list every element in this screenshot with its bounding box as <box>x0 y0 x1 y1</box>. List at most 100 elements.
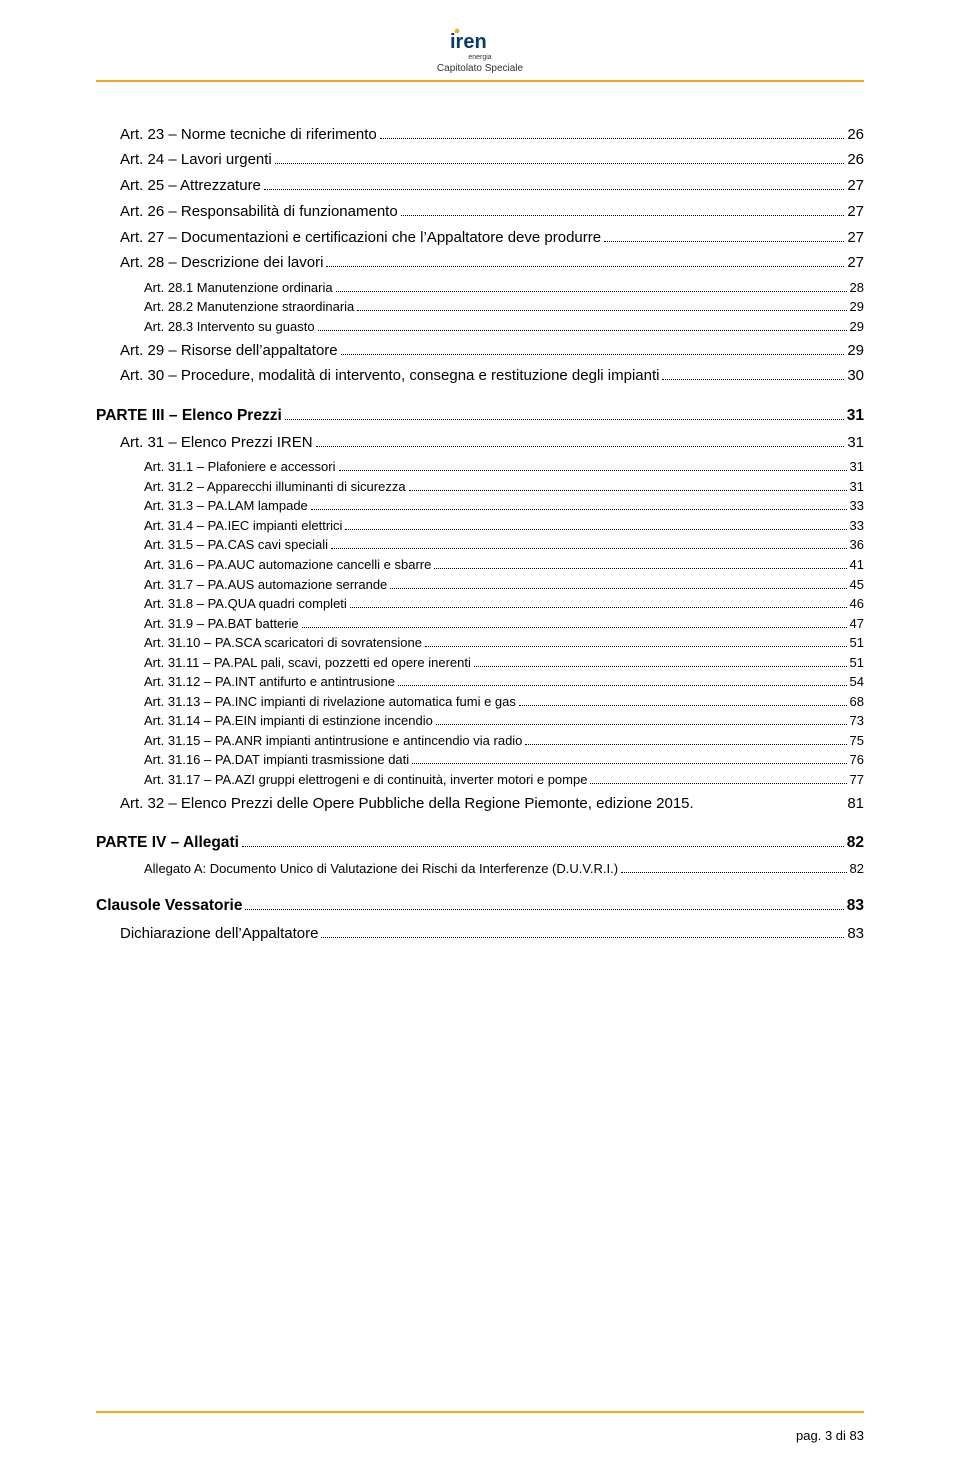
toc-leader-dots <box>318 318 847 331</box>
toc-leader-dots <box>350 595 847 608</box>
toc-page: 29 <box>847 341 864 361</box>
toc-entry: Allegato A: Documento Unico di Valutazio… <box>96 860 864 878</box>
toc-page: 54 <box>850 673 864 691</box>
toc-leader-dots <box>275 150 845 165</box>
toc-leader-dots <box>662 366 844 381</box>
toc-page: 26 <box>847 125 864 145</box>
toc-label: Art. 25 – Attrezzature <box>120 176 261 196</box>
toc-label: Dichiarazione dell’Appaltatore <box>120 924 318 944</box>
toc-entry: Art. 31.8 – PA.QUA quadri completi46 <box>96 595 864 613</box>
toc-label: PARTE III – Elenco Prezzi <box>96 406 282 427</box>
toc-label: Art. 27 – Documentazioni e certificazion… <box>120 228 601 248</box>
toc-entry: Art. 31.15 – PA.ANR impianti antintrusio… <box>96 732 864 750</box>
toc-page: 77 <box>850 771 864 789</box>
toc-label: Art. 31.14 – PA.EIN impianti di estinzio… <box>144 712 433 730</box>
toc-leader-dots <box>519 693 847 706</box>
toc-leader-dots <box>245 895 843 910</box>
toc-label: Art. 31.3 – PA.LAM lampade <box>144 497 308 515</box>
toc-label: Art. 31 – Elenco Prezzi IREN <box>120 433 313 453</box>
toc-leader-dots <box>336 279 847 292</box>
brand-subtext: energia <box>96 54 864 61</box>
toc-leader-dots <box>436 713 847 726</box>
toc-entry: Art. 31.17 – PA.AZI gruppi elettrogeni e… <box>96 771 864 789</box>
toc-entry: Art. 29 – Risorse dell’appaltatore29 <box>96 340 864 361</box>
footer-rule <box>96 1411 864 1413</box>
toc-label: Art. 31.7 – PA.AUS automazione serrande <box>144 576 387 594</box>
toc-entry: Art. 31.5 – PA.CAS cavi speciali36 <box>96 536 864 554</box>
toc-label: Art. 31.2 – Apparecchi illuminanti di si… <box>144 478 406 496</box>
toc-entry: Clausole Vessatorie83 <box>96 895 864 917</box>
header-title: Capitolato Speciale <box>96 63 864 74</box>
toc-entry: Art. 31.2 – Apparecchi illuminanti di si… <box>96 478 864 496</box>
toc-label: Art. 31.16 – PA.DAT impianti trasmission… <box>144 751 409 769</box>
toc-entry: Art. 31.11 – PA.PAL pali, scavi, pozzett… <box>96 654 864 672</box>
toc-leader-dots <box>425 634 847 647</box>
toc-page: 31 <box>847 433 864 453</box>
toc-label: Art. 28.3 Intervento su guasto <box>144 318 315 336</box>
toc-label: Art. 28.2 Manutenzione straordinaria <box>144 298 354 316</box>
toc-page: 27 <box>847 253 864 273</box>
toc-label: Art. 23 – Norme tecniche di riferimento <box>120 125 377 145</box>
toc-leader-dots <box>341 340 845 355</box>
svg-text:iren: iren <box>450 31 487 50</box>
toc-page: 51 <box>850 634 864 652</box>
toc-entry: PARTE III – Elenco Prezzi 31 <box>96 405 864 427</box>
toc-label: Art. 28.1 Manutenzione ordinaria <box>144 279 333 297</box>
toc-entry: Art. 28 – Descrizione dei lavori27 <box>96 253 864 274</box>
toc-leader-dots <box>390 576 846 589</box>
toc-label: Art. 24 – Lavori urgenti <box>120 150 272 170</box>
toc-label: Art. 31.13 – PA.INC impianti di rivelazi… <box>144 693 516 711</box>
toc-entry: Art. 28.1 Manutenzione ordinaria 28 <box>96 279 864 297</box>
toc-entry: Art. 31.4 – PA.IEC impianti elettrici 33 <box>96 517 864 535</box>
toc-page: 73 <box>850 712 864 730</box>
toc-page: 27 <box>847 202 864 222</box>
toc-entry: Art. 31.12 – PA.INT antifurto e antintru… <box>96 673 864 691</box>
document-page: iren energia Capitolato Speciale Art. 23… <box>0 0 960 1465</box>
toc-leader-dots <box>331 537 847 550</box>
toc-page: 29 <box>850 318 864 336</box>
toc-label: Art. 31.15 – PA.ANR impianti antintrusio… <box>144 732 522 750</box>
toc-entry: Art. 28.3 Intervento su guasto 29 <box>96 318 864 336</box>
toc-leader-dots <box>321 923 844 938</box>
toc-page: 45 <box>850 576 864 594</box>
toc-page: 28 <box>850 279 864 297</box>
toc-leader-dots <box>398 674 847 687</box>
toc-leader-dots <box>401 201 845 216</box>
toc-entry: Art. 31.9 – PA.BAT batterie47 <box>96 615 864 633</box>
toc-page: 26 <box>847 150 864 170</box>
toc-label: Art. 31.4 – PA.IEC impianti elettrici <box>144 517 342 535</box>
toc-entry: Art. 28.2 Manutenzione straordinaria29 <box>96 298 864 316</box>
toc-leader-dots <box>345 517 846 530</box>
toc-label: Art. 31.8 – PA.QUA quadri completi <box>144 595 347 613</box>
toc-page: 33 <box>850 517 864 535</box>
toc-leader-dots <box>604 227 844 242</box>
toc-leader-dots <box>264 176 844 191</box>
toc-page: 27 <box>847 176 864 196</box>
toc-label: Allegato A: Documento Unico di Valutazio… <box>144 860 618 878</box>
toc-entry: Art. 30 – Procedure, modalità di interve… <box>96 366 864 387</box>
toc-page: 31 <box>850 458 864 476</box>
toc-label: Art. 31.6 – PA.AUC automazione cancelli … <box>144 556 431 574</box>
toc-entry: Art. 31.14 – PA.EIN impianti di estinzio… <box>96 712 864 730</box>
toc-page: 47 <box>850 615 864 633</box>
toc-page: 51 <box>850 654 864 672</box>
toc-leader-dots <box>590 771 846 784</box>
brand-logo: iren <box>450 28 510 52</box>
toc-label: Art. 30 – Procedure, modalità di interve… <box>120 366 659 386</box>
toc-page: 31 <box>847 406 864 427</box>
toc-page: 75 <box>850 732 864 750</box>
toc-leader-dots <box>242 832 844 847</box>
toc-leader-dots <box>316 433 845 448</box>
table-of-contents: Art. 23 – Norme tecniche di riferimento 2… <box>96 124 864 944</box>
toc-page: 30 <box>847 366 864 386</box>
toc-entry: Art. 31.1 – Plafoniere e accessori31 <box>96 458 864 476</box>
toc-entry: Art. 31.6 – PA.AUC automazione cancelli … <box>96 556 864 574</box>
toc-entry: Art. 31.16 – PA.DAT impianti trasmission… <box>96 751 864 769</box>
toc-leader-dots <box>339 459 847 472</box>
toc-entry: Art. 24 – Lavori urgenti 26 <box>96 150 864 171</box>
toc-leader-dots <box>285 405 844 420</box>
toc-page: 83 <box>847 896 864 917</box>
toc-page: 27 <box>847 228 864 248</box>
toc-page: 33 <box>850 497 864 515</box>
toc-leader-dots <box>326 253 844 268</box>
